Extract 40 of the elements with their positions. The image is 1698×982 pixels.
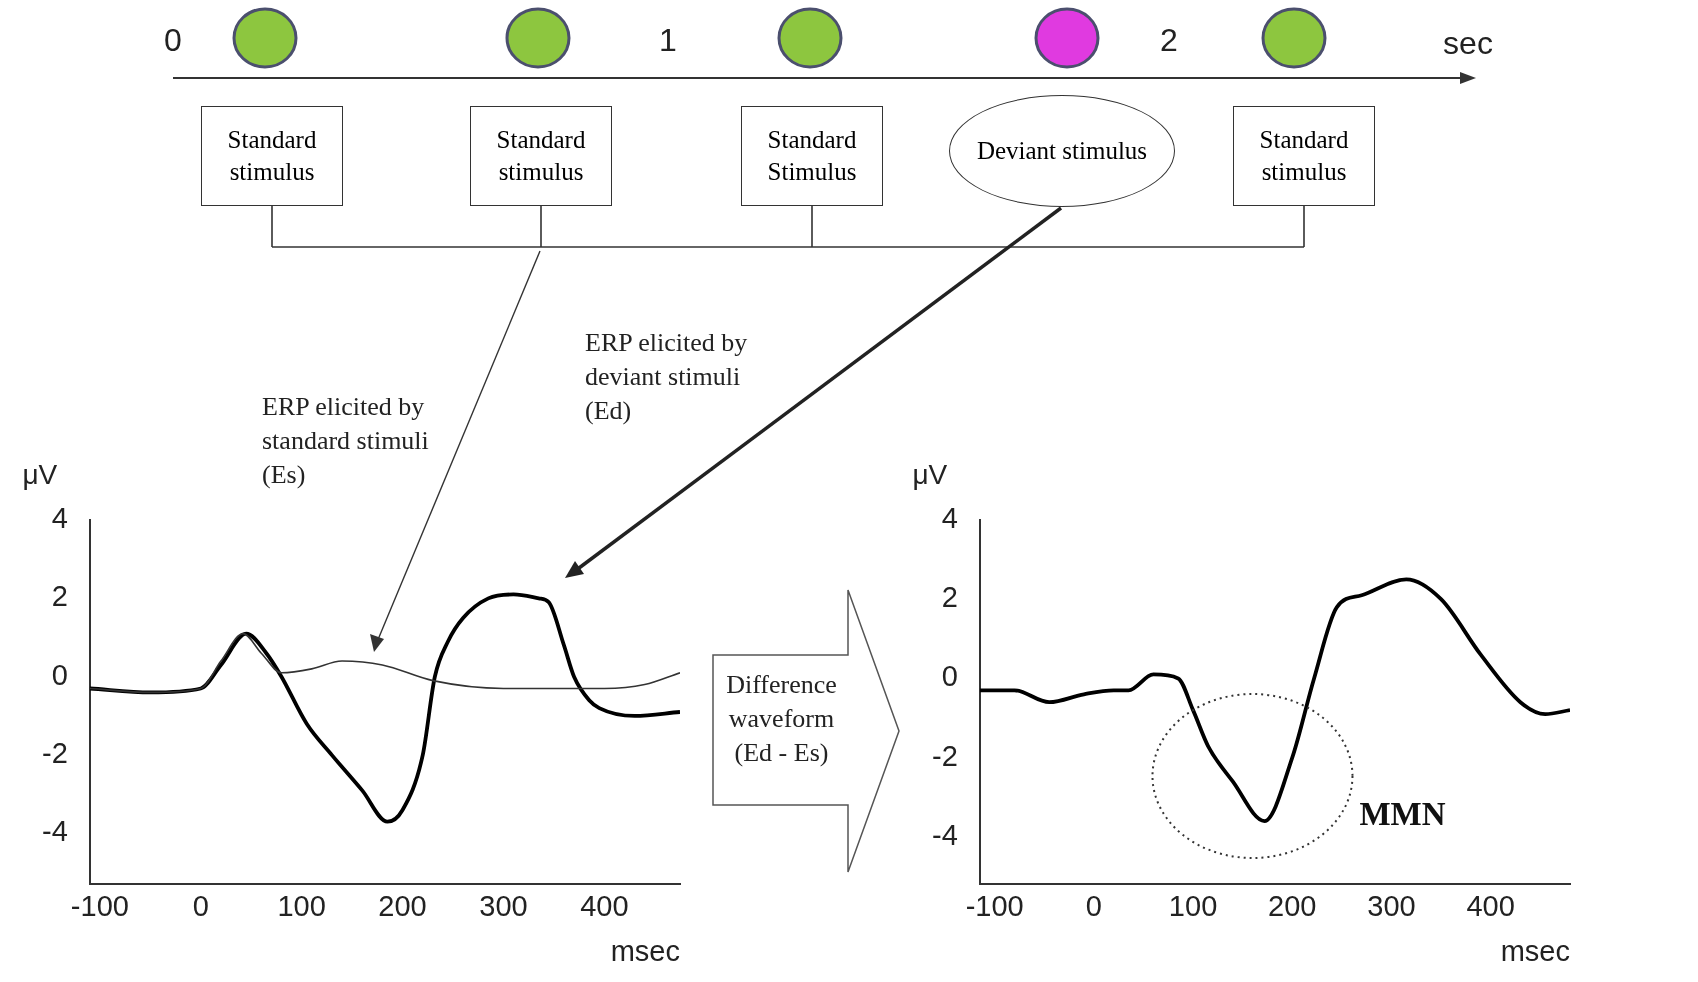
y-tick-label: -4 bbox=[41, 815, 68, 848]
x-tick-label: 100 bbox=[1168, 889, 1218, 922]
y-tick-label: 2 bbox=[941, 581, 958, 614]
text: Difference waveform (Ed - Es) bbox=[725, 669, 838, 769]
y-tick-label: -4 bbox=[931, 818, 958, 851]
x-tick-label: 300 bbox=[479, 889, 528, 922]
x-tick-label: 200 bbox=[378, 889, 427, 922]
x-axis-title: msec bbox=[1500, 934, 1570, 967]
y-tick-label: -2 bbox=[931, 739, 958, 772]
y-tick-label: 4 bbox=[51, 502, 68, 534]
y-axis-title: μV bbox=[912, 458, 948, 490]
x-tick-label: 400 bbox=[580, 889, 629, 922]
x-tick-label: -100 bbox=[70, 889, 129, 922]
x-tick-label: -100 bbox=[965, 889, 1024, 922]
y-tick-label: -2 bbox=[41, 737, 68, 770]
text: Standard stimulus bbox=[201, 106, 343, 206]
y-tick-label: 0 bbox=[51, 658, 68, 691]
x-axis-title: msec bbox=[610, 934, 680, 967]
x-tick-label: 200 bbox=[1268, 889, 1317, 922]
text: Standard stimulus bbox=[1233, 106, 1375, 206]
line-series bbox=[979, 577, 1570, 823]
text: Deviant stimulus bbox=[949, 95, 1175, 207]
x-tick-label: 300 bbox=[1367, 889, 1416, 922]
x-tick-label: 100 bbox=[277, 889, 326, 922]
text: 2 bbox=[1160, 22, 1178, 59]
text: 0 bbox=[164, 22, 182, 59]
y-tick-label: 0 bbox=[941, 660, 958, 693]
text: sec bbox=[1443, 25, 1493, 62]
text: 1 bbox=[659, 22, 677, 59]
text: ERP elicited by standard stimuli (Es) bbox=[262, 391, 430, 491]
y-tick-label: 4 bbox=[941, 502, 958, 534]
text: Standard stimulus bbox=[470, 106, 612, 206]
x-tick-label: 400 bbox=[1466, 889, 1515, 922]
text: ERP elicited by deviant stimuli (Ed) bbox=[585, 327, 749, 427]
text: Standard Stimulus bbox=[741, 106, 883, 206]
annotation: MMN bbox=[1359, 796, 1446, 834]
x-tick-label: 0 bbox=[192, 889, 209, 922]
x-tick-label: 0 bbox=[1085, 889, 1102, 922]
y-axis-title: μV bbox=[22, 458, 58, 490]
y-tick-label: 2 bbox=[51, 580, 68, 613]
